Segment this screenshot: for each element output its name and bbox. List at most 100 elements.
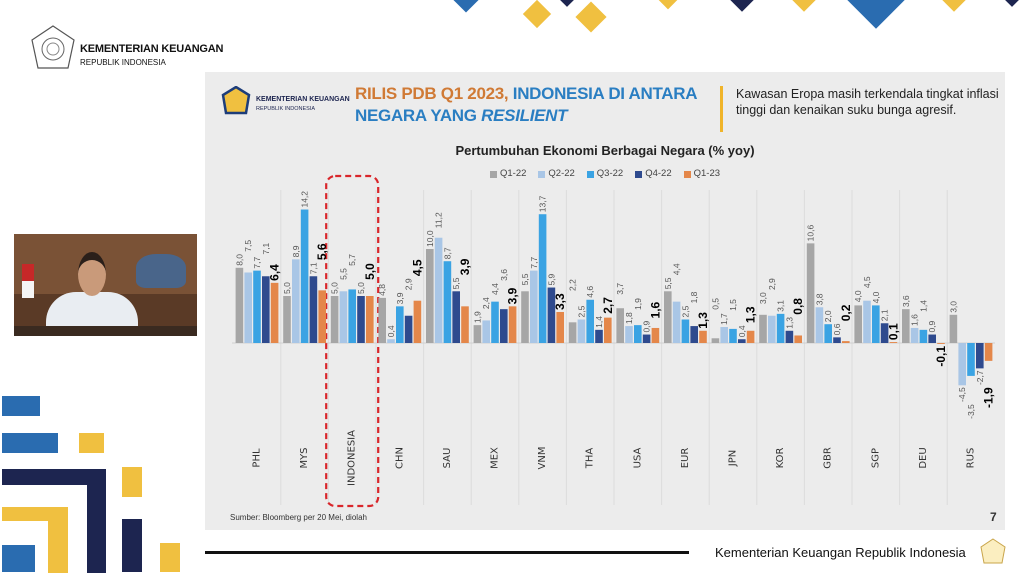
bar-sgp-q4-22 xyxy=(880,323,889,343)
bar-tha-q2-22 xyxy=(577,319,586,343)
category-label: JPN xyxy=(728,450,739,467)
category-label: SAU xyxy=(442,448,453,469)
bar-jpn-q4-22 xyxy=(738,339,746,343)
data-label: -0,1 xyxy=(934,346,948,367)
flag xyxy=(22,264,34,298)
category-label: MEX xyxy=(490,447,501,469)
slide-logo-sub: REPUBLIK INDONESIA xyxy=(256,106,315,112)
data-label: 4,8 xyxy=(377,284,387,296)
bar-vnm-q4-22 xyxy=(547,287,556,343)
bar-rus-q1-22 xyxy=(949,314,958,343)
legend-label: Q1-22 xyxy=(499,168,527,179)
data-label: 5,0 xyxy=(356,282,366,294)
bar-vnm-q1-22 xyxy=(521,291,529,343)
bar-kor-q2-22 xyxy=(768,315,776,343)
data-label: 3,0 xyxy=(948,301,958,313)
data-label: 4,0 xyxy=(853,290,863,302)
bar-deu-q4-22 xyxy=(928,334,936,343)
bar-vnm-q1-23 xyxy=(556,311,564,343)
bar-mex-q3-22 xyxy=(491,301,499,343)
bar-mex-q4-22 xyxy=(500,309,508,343)
data-label: 1,3 xyxy=(784,317,794,329)
data-label: 7,5 xyxy=(243,240,253,252)
bar-eur-q1-22 xyxy=(664,291,672,343)
data-label: -3,5 xyxy=(966,404,976,419)
data-label: 1,5 xyxy=(728,299,738,311)
data-label: 5,7 xyxy=(347,254,357,266)
category-label: DEU xyxy=(918,447,929,468)
data-label: 1,3 xyxy=(744,306,758,323)
legend-label: Q3-22 xyxy=(596,168,624,179)
category-label: EUR xyxy=(680,448,691,469)
bar-sgp-q1-22 xyxy=(854,305,862,343)
data-label: 1,6 xyxy=(910,314,920,326)
bar-gbr-q1-22 xyxy=(806,243,815,343)
bar-rus-q3-22 xyxy=(967,343,975,376)
data-label: 3,6 xyxy=(901,295,911,307)
data-label: 2,5 xyxy=(680,305,690,317)
bar-deu-q3-22 xyxy=(919,329,928,343)
decor-block xyxy=(2,396,40,416)
data-label: 1,8 xyxy=(624,312,634,324)
decor-block xyxy=(2,433,58,453)
speaker-video xyxy=(14,234,197,336)
slide-title-line2: NEGARA YANG RESILIENT xyxy=(355,106,568,126)
chart-title: Pertumbuhan Ekonomi Berbagai Negara (% y… xyxy=(455,143,755,158)
data-label: 5,9 xyxy=(546,273,556,285)
data-label: 1,4 xyxy=(594,316,604,328)
bar-kor-q1-22 xyxy=(759,314,767,343)
decor-block xyxy=(2,469,106,485)
kemenkeu-logo-icon xyxy=(31,25,75,69)
bar-kor-q1-23 xyxy=(794,335,802,343)
data-label: 7,1 xyxy=(308,262,318,274)
decor-block xyxy=(160,543,180,572)
bar-deu-q2-22 xyxy=(910,327,919,343)
bar-eur-q1-23 xyxy=(699,330,707,343)
data-label: 0,9 xyxy=(642,320,652,332)
data-label: 1,9 xyxy=(633,298,643,310)
bar-gbr-q4-22 xyxy=(833,337,841,343)
category-label: INDONESIA xyxy=(347,430,358,486)
bar-deu-q1-22 xyxy=(902,309,910,343)
bar-mex-q1-22 xyxy=(473,325,482,343)
data-label: 3,9 xyxy=(395,292,405,304)
data-label: 2,7 xyxy=(601,297,615,314)
bar-sau-q1-22 xyxy=(426,249,434,343)
category-label: VNM xyxy=(537,447,548,470)
data-label: 4,4 xyxy=(490,283,500,295)
slide-logo-icon xyxy=(221,86,251,115)
title-line2a: NEGARA YANG xyxy=(355,106,482,125)
data-label: 2,9 xyxy=(767,278,777,290)
data-label: 0,4 xyxy=(737,325,747,337)
org-name: KEMENTERIAN KEUANGAN xyxy=(80,43,224,55)
data-label: 5,0 xyxy=(282,282,292,294)
data-label: 8,9 xyxy=(291,245,301,257)
category-label: RUS xyxy=(966,448,977,469)
data-label: 5,5 xyxy=(338,268,348,280)
data-label: 10,0 xyxy=(425,230,435,247)
data-label: 1,6 xyxy=(648,301,662,318)
decor-block xyxy=(122,519,142,572)
data-label: 3,6 xyxy=(499,269,509,281)
data-label: 1,4 xyxy=(918,300,928,312)
data-label: 0,4 xyxy=(386,325,396,337)
data-label: 7,7 xyxy=(529,257,539,269)
category-label: KOR xyxy=(775,448,786,469)
bar-eur-q2-22 xyxy=(672,301,681,343)
bar-usa-q1-23 xyxy=(651,327,660,343)
category-label: SGP xyxy=(870,448,881,468)
bar-sau-q3-22 xyxy=(443,261,452,343)
data-label: -1,9 xyxy=(982,387,996,408)
data-label: 8,7 xyxy=(442,247,452,259)
bar-sau-q1-23 xyxy=(461,306,469,343)
bar-usa-q4-22 xyxy=(642,334,651,343)
title-part2: INDONESIA DI ANTARA xyxy=(512,84,698,103)
note-accent-bar xyxy=(720,86,723,132)
bar-sgp-q3-22 xyxy=(872,305,880,343)
butterfly-decor xyxy=(136,254,186,288)
bar-usa-q1-22 xyxy=(616,308,624,343)
bar-jpn-q1-23 xyxy=(746,330,755,343)
data-label: 2,1 xyxy=(880,309,890,321)
data-label: 3,9 xyxy=(506,287,520,304)
